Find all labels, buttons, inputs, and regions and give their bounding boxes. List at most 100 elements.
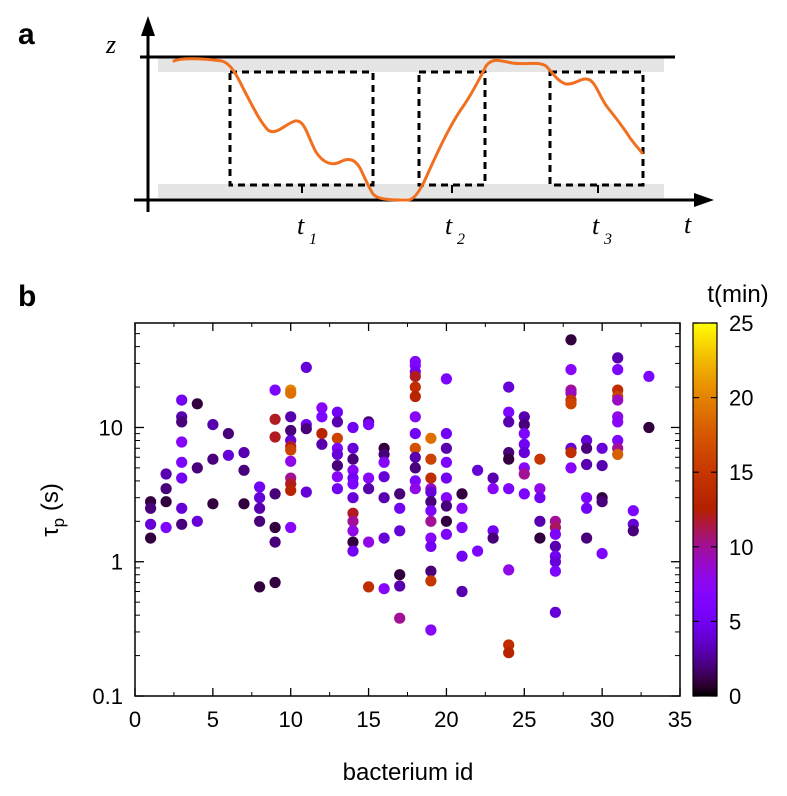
data-point [409,442,421,454]
data-point [160,468,172,480]
colorbar-tick-label: 25 [729,311,753,336]
data-point [269,384,281,396]
data-point [254,515,266,527]
data-point [503,483,515,495]
data-point [409,462,421,474]
data-point [363,483,375,495]
data-point [269,431,281,443]
data-point [347,421,359,434]
data-point [565,398,577,410]
scatter-points [145,334,655,659]
data-point [409,428,421,440]
data-point [518,411,530,423]
data-point [285,455,297,467]
colorbar-tick-label: 20 [729,386,753,411]
data-point [363,419,375,431]
y-tick-label: 10 [99,415,123,440]
data-point [409,475,421,487]
data-point [145,502,157,514]
data-point [549,540,562,553]
t2-label: t 2 [445,211,465,248]
svg-text:t: t [592,211,600,240]
data-point [440,456,452,468]
plot-frame [134,322,681,697]
data-point [238,498,250,510]
data-point [425,624,437,636]
x-axis-label: bacterium id [343,759,474,786]
data-point [378,532,390,544]
data-point [331,406,343,418]
data-point [596,442,608,454]
dashed-box-1 [228,70,375,187]
data-point [269,488,281,500]
data-point [596,460,608,472]
data-point [347,442,359,454]
t-axis-arrow-icon [694,193,714,207]
data-point [394,612,406,624]
x-tick-label: 20 [434,707,458,732]
data-point [440,472,452,484]
data-point [347,464,359,476]
y-tick-labels: 0.1 1 10 [92,415,123,709]
data-point [472,464,484,476]
data-point [285,484,297,496]
data-point [394,569,406,581]
data-point [503,406,515,418]
data-point [425,486,437,498]
data-point [238,447,250,459]
panel-b-label: b [18,280,36,313]
data-point [518,428,530,440]
data-point [254,481,266,493]
colorbar-tick-label: 10 [729,535,753,560]
colorbar-title: t(min) [707,281,768,308]
data-point [191,398,203,410]
data-point [363,472,375,484]
data-point [316,402,328,414]
data-point [378,492,390,504]
data-point [534,453,546,465]
data-point [425,432,437,444]
data-point [409,411,421,423]
data-point [518,438,530,450]
data-point [440,373,452,385]
data-point [549,606,562,618]
y-tick-label: 1 [111,550,123,575]
data-point [176,394,188,406]
x-tick-label: 35 [668,707,692,732]
data-point [487,472,499,484]
data-point [503,564,515,576]
data-point [425,472,437,484]
data-point [378,583,390,595]
data-point [627,525,639,537]
data-point [207,419,219,431]
data-point [160,496,172,508]
data-point [534,492,546,504]
data-point [440,515,452,527]
data-point [394,488,406,500]
z-axis-label: z [105,30,116,59]
data-point [347,478,359,490]
data-point [254,492,266,504]
data-point [534,483,546,495]
data-point [347,515,359,527]
data-point [503,453,515,465]
data-point [331,460,343,472]
data-point [331,471,343,483]
panel-a-label: a [18,18,35,51]
data-point [565,334,577,346]
data-point [440,492,452,504]
data-point [316,411,328,423]
data-point [503,647,515,659]
data-point [440,428,452,440]
data-point [363,536,375,548]
z-axis-arrow-icon [141,16,155,36]
data-point [409,483,421,495]
data-point [176,456,188,468]
dashed-box-2 [417,70,487,187]
data-point [581,442,593,454]
data-point [612,364,624,376]
data-point [207,453,219,465]
data-point [456,585,468,598]
data-point [347,536,359,548]
data-point [238,464,250,476]
